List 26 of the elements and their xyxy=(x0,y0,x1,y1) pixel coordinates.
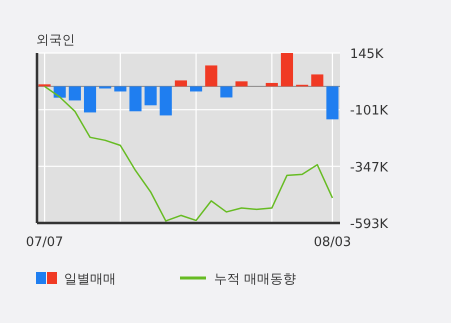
x-tick-label: 08/03 xyxy=(314,235,352,250)
bar xyxy=(280,53,294,86)
bar xyxy=(129,86,142,112)
bar xyxy=(266,82,278,86)
legend-label: 누적 매매동향 xyxy=(214,272,296,287)
bar xyxy=(160,86,172,116)
bar xyxy=(311,74,324,86)
bar xyxy=(205,65,218,86)
bar xyxy=(220,86,232,98)
bar xyxy=(174,80,187,86)
y-tick-label: -101K xyxy=(350,104,389,119)
chart-title: 외국인 xyxy=(36,33,75,48)
line-series xyxy=(44,86,334,222)
bar xyxy=(114,86,126,92)
legend-label: 일별매매 xyxy=(64,272,116,287)
bar xyxy=(84,86,96,112)
bar xyxy=(190,86,202,92)
bar xyxy=(68,86,81,100)
bar xyxy=(326,86,338,120)
bar xyxy=(235,81,248,86)
y-tick-label: -347K xyxy=(350,160,389,176)
y-tick-label: -593K xyxy=(350,217,389,232)
y-tick-label: 145K xyxy=(350,47,384,62)
x-tick-label: 07/07 xyxy=(26,235,64,250)
bar xyxy=(144,86,157,106)
bar xyxy=(54,86,66,98)
